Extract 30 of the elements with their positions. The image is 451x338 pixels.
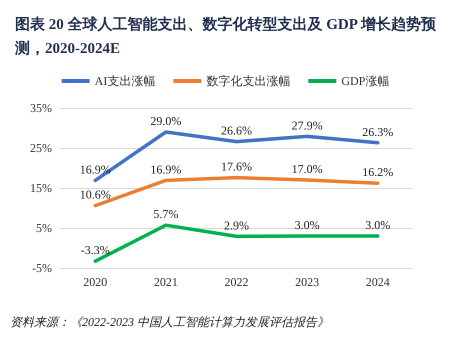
data-label: 16.9%: [80, 162, 111, 176]
data-label: 5.7%: [153, 207, 178, 222]
data-label: 26.6%: [221, 124, 252, 138]
chart-title: 图表 20 全球人工智能支出、数字化转型支出及 GDP 增长趋势预测，2020-2024E: [14, 15, 437, 57]
y-tick-label: -5%: [32, 261, 52, 275]
data-label: 2.9%: [224, 218, 249, 232]
y-tick-label: 15%: [30, 181, 52, 195]
y-tick-label: 35%: [30, 101, 52, 115]
legend-label: 数字化支出涨幅: [206, 74, 290, 88]
data-label: 3.0%: [294, 218, 320, 232]
data-label: 10.6%: [80, 188, 111, 202]
x-tick-label: 2020: [83, 275, 108, 289]
x-tick-label: 2022: [224, 275, 248, 289]
legend-label: GDP涨幅: [341, 74, 390, 88]
data-label: 16.2%: [362, 165, 394, 180]
data-label: 17.0%: [292, 162, 323, 176]
data-label: 29.0%: [150, 114, 182, 128]
x-tick-label: 2024: [366, 275, 390, 289]
legend-label: AI支出涨幅: [94, 74, 156, 88]
y-tick-label: 25%: [30, 141, 52, 155]
data-label: 17.6%: [221, 160, 252, 174]
x-tick-label: 2023: [295, 275, 320, 289]
data-label: 3.0%: [365, 218, 390, 232]
x-tick-label: 2021: [154, 275, 178, 289]
data-label: -3.3%: [80, 243, 110, 258]
data-label: 26.3%: [362, 124, 394, 139]
y-tick-label: 5%: [36, 221, 52, 235]
data-label: 16.9%: [150, 162, 182, 176]
text: 资料来源：《2022-2023 中国人工智能计算力发展评估报告》: [10, 315, 329, 329]
data-label: 27.9%: [292, 118, 323, 132]
